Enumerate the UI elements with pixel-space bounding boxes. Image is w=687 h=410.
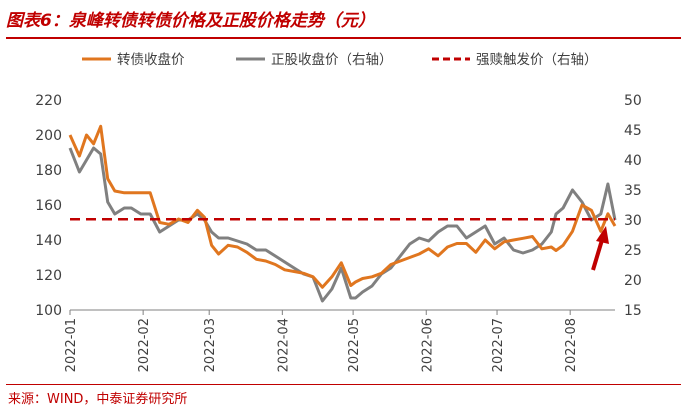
y-right-tick-label: 35 bbox=[624, 183, 642, 199]
y-right-tick-label: 15 bbox=[624, 303, 642, 319]
annotation-arrow-head bbox=[596, 226, 609, 244]
source-note: 来源：WIND，中泰证券研究所 bbox=[8, 392, 188, 407]
y-right-tick-label: 50 bbox=[624, 93, 642, 109]
y-left-tick-label: 220 bbox=[35, 93, 62, 109]
source-rule bbox=[6, 384, 681, 385]
legend-label-bond: 转债收盘价 bbox=[117, 51, 185, 68]
bond-price-chart: 转债收盘价 正股收盘价（右轴） 强赎触发价（右轴） 100 120 140 160 18… bbox=[35, 51, 642, 372]
y-right-tick-label: 20 bbox=[624, 273, 642, 289]
x-tick-label: 2022-03 bbox=[203, 318, 218, 372]
x-tick-label: 2022-06 bbox=[420, 318, 435, 372]
series-line-stock bbox=[68, 146, 617, 303]
annotation bbox=[591, 226, 609, 271]
annotation-arrow-shaft bbox=[591, 239, 604, 271]
y-right-tick-label: 25 bbox=[624, 243, 642, 259]
y-right-tick-label: 30 bbox=[624, 213, 642, 229]
y-left-tick-label: 140 bbox=[35, 233, 62, 249]
legend-label-stock: 正股收盘价（右轴） bbox=[271, 51, 393, 68]
right-y-axis: 15 20 25 30 35 40 45 50 bbox=[624, 93, 642, 319]
y-left-tick-label: 200 bbox=[35, 128, 62, 144]
x-tick-label: 2022-05 bbox=[347, 318, 362, 372]
x-axis: 2022-01 2022-02 2022-03 2022-04 2022-05 2022-… bbox=[64, 310, 579, 372]
legend-label-trigger: 强赎触发价（右轴） bbox=[476, 52, 598, 68]
x-tick-label: 2022-04 bbox=[276, 318, 291, 372]
series-line-bond bbox=[68, 124, 617, 289]
x-tick-label: 2022-01 bbox=[64, 318, 79, 372]
y-left-tick-label: 120 bbox=[35, 268, 62, 284]
series-group bbox=[68, 124, 617, 303]
left-y-axis: 100 120 140 160 180 200 220 bbox=[35, 93, 62, 319]
y-left-tick-label: 100 bbox=[35, 303, 62, 319]
y-left-tick-label: 180 bbox=[35, 163, 62, 179]
x-tick-label: 2022-08 bbox=[564, 318, 579, 372]
y-left-tick-label: 160 bbox=[35, 198, 62, 214]
y-right-tick-label: 45 bbox=[624, 123, 642, 139]
x-tick-label: 2022-07 bbox=[491, 318, 506, 372]
legend: 转债收盘价 正股收盘价（右轴） 强赎触发价（右轴） bbox=[82, 51, 598, 68]
chart-title: 图表6：泉峰转债转债价格及正股价格走势（元） bbox=[6, 11, 375, 31]
y-right-tick-label: 40 bbox=[624, 153, 642, 169]
x-tick-label: 2022-02 bbox=[137, 318, 152, 372]
title-underline bbox=[6, 37, 681, 39]
